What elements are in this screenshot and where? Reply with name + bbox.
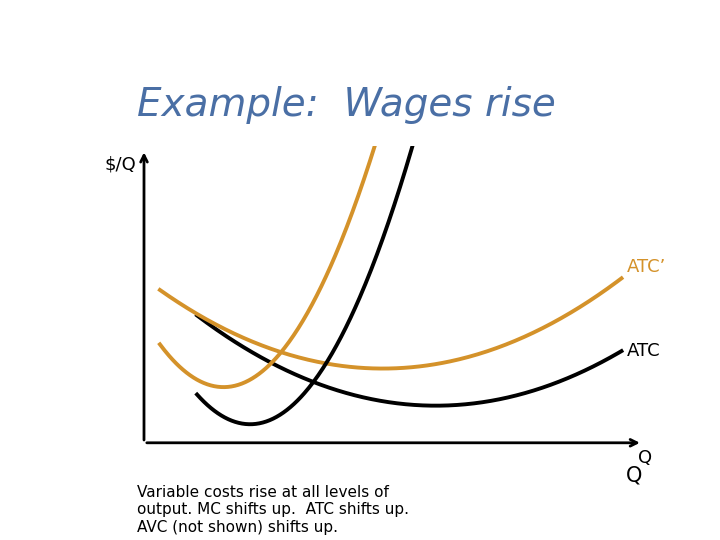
Text: ATC: ATC [627,342,660,360]
Text: ATC’: ATC’ [627,258,666,276]
Text: Variable costs rise at all levels of
output. MC shifts up.  ATC shifts up.
AVC (: Variable costs rise at all levels of out… [137,485,409,535]
Text: $/Q: $/Q [104,156,136,173]
Text: Q: Q [626,466,642,486]
Text: Example:  Wages rise: Example: Wages rise [137,86,556,124]
Text: Q: Q [639,449,652,467]
